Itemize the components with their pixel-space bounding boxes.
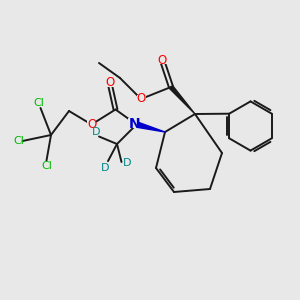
- Polygon shape: [169, 85, 195, 114]
- Text: Cl: Cl: [34, 98, 44, 109]
- FancyBboxPatch shape: [128, 118, 139, 128]
- FancyBboxPatch shape: [136, 95, 146, 103]
- Text: O: O: [136, 92, 146, 106]
- Text: D: D: [92, 127, 100, 137]
- Text: O: O: [105, 76, 114, 89]
- Polygon shape: [136, 122, 165, 132]
- Text: N: N: [129, 117, 140, 130]
- Text: O: O: [87, 118, 96, 131]
- FancyBboxPatch shape: [105, 78, 114, 87]
- FancyBboxPatch shape: [158, 56, 166, 64]
- Text: D: D: [101, 163, 109, 173]
- Text: D: D: [123, 158, 132, 169]
- Text: O: O: [158, 53, 166, 67]
- FancyBboxPatch shape: [87, 120, 96, 129]
- Text: Cl: Cl: [41, 160, 52, 171]
- Text: Cl: Cl: [14, 136, 24, 146]
